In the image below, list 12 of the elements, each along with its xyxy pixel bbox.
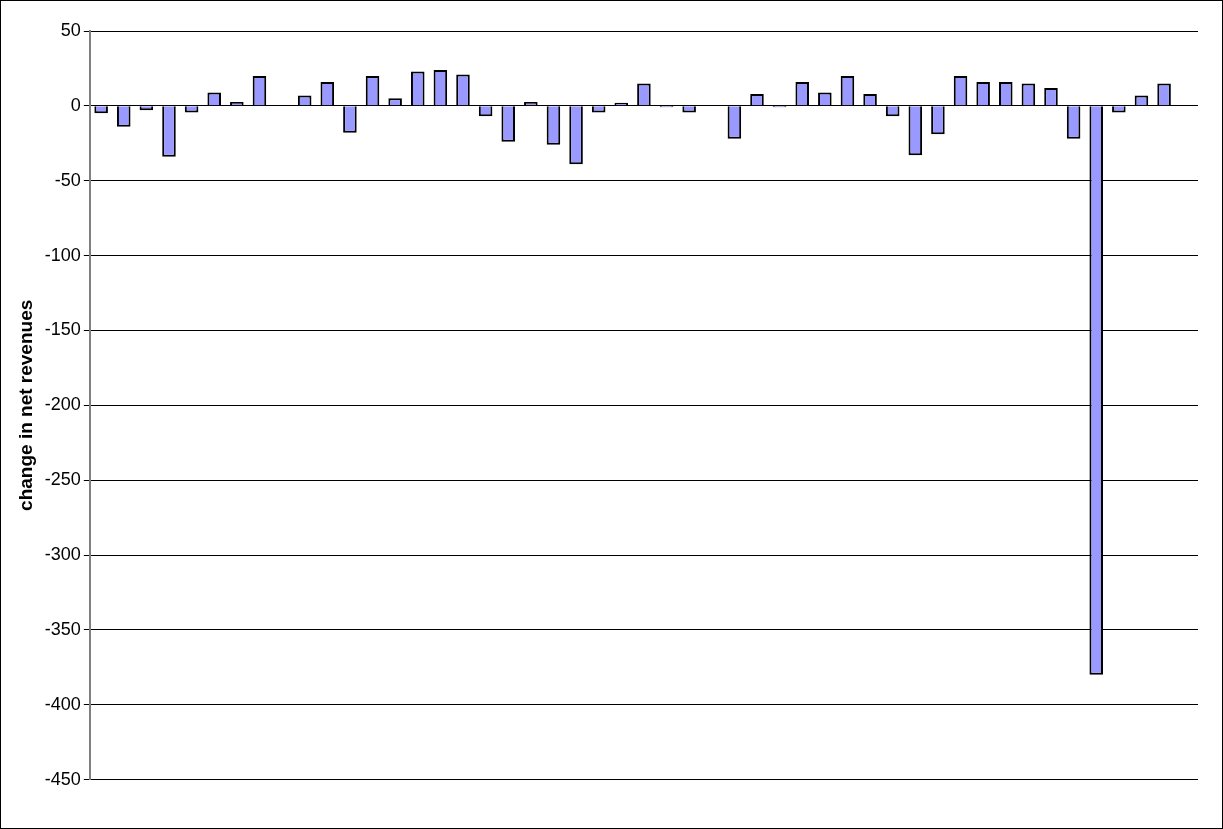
y-tick-label: -150 [44,319,81,340]
y-tick-label: -350 [44,618,81,639]
y-tick-label: -250 [44,469,81,490]
y-tick-label: -50 [54,169,81,190]
y-tick-label: -300 [44,543,81,564]
y-tick-label: -400 [44,693,81,714]
y-tick-label: 50 [60,19,81,40]
y-axis-title: change in net revenues [14,299,36,511]
y-tick-label: -100 [44,244,81,265]
y-tick-label: -450 [44,768,81,789]
y-tick-label: 0 [70,94,81,115]
y-tick-label: -200 [44,394,81,415]
